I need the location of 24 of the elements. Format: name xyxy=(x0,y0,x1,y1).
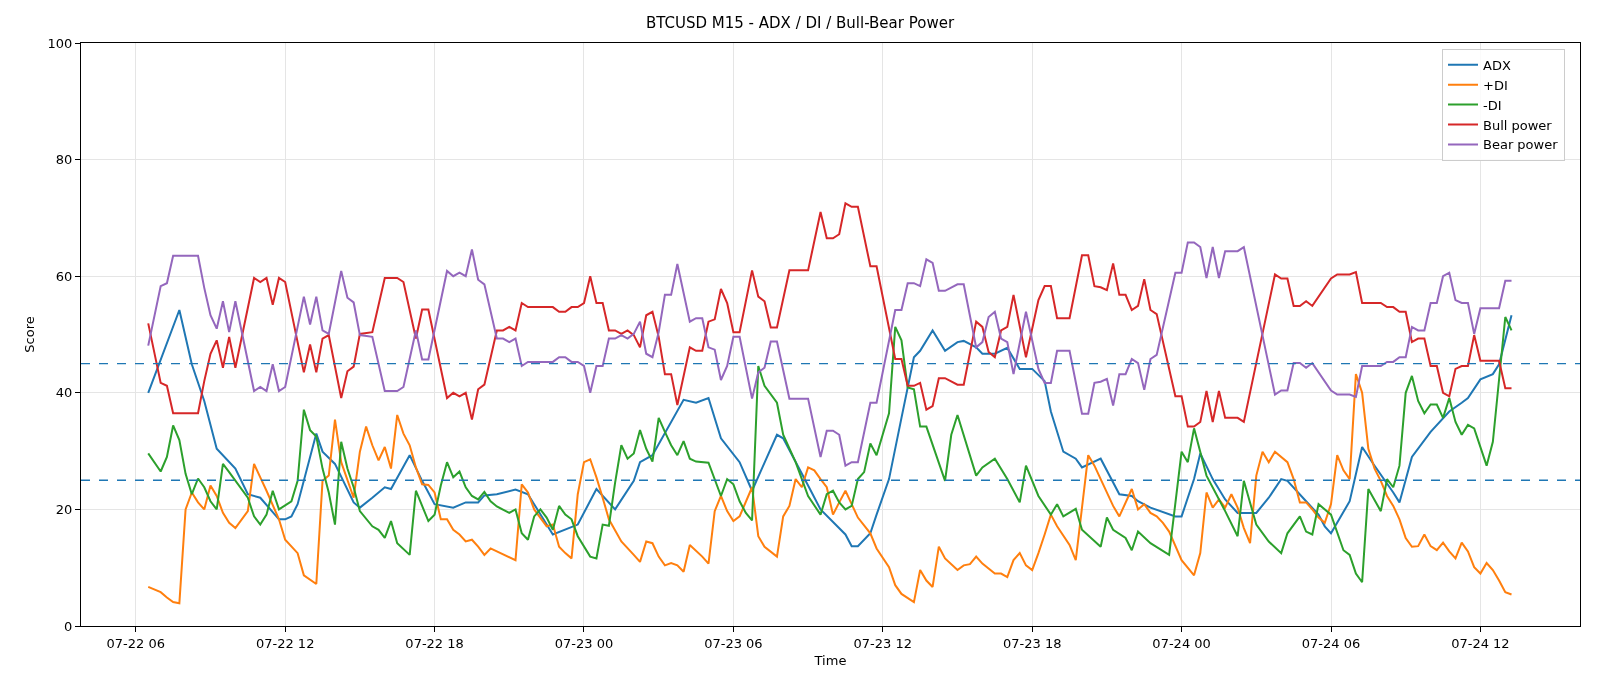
x-tick-label: 07-24 06 xyxy=(1301,635,1361,651)
y-tick-label: 80 xyxy=(55,152,73,168)
x-tick-label: 07-23 12 xyxy=(853,635,913,651)
x-tick-label: 07-22 06 xyxy=(106,635,166,651)
legend-label: -DI xyxy=(1483,97,1502,113)
legend-label: Bull power xyxy=(1483,117,1553,133)
y-tick-label: 0 xyxy=(64,618,73,634)
chart-title: BTCUSD M15 - ADX / DI / Bull-Bear Power xyxy=(645,13,955,32)
x-tick-label: 07-23 06 xyxy=(704,635,763,651)
x-tick-label: 07-24 00 xyxy=(1152,635,1211,651)
x-tick-label: 07-23 00 xyxy=(554,635,614,651)
y-tick-label: 100 xyxy=(47,35,73,51)
y-axis-title: Score xyxy=(21,316,37,353)
x-tick-label: 07-24 12 xyxy=(1451,635,1510,651)
y-tick-label: 40 xyxy=(55,385,73,401)
y-tick-label: 20 xyxy=(55,501,73,517)
y-tick-label: 60 xyxy=(55,268,73,284)
x-tick-label: 07-23 18 xyxy=(1002,635,1062,651)
x-tick-label: 07-22 18 xyxy=(405,635,464,651)
legend-label: Bear power xyxy=(1483,137,1559,153)
x-axis-title: Time xyxy=(813,653,847,669)
legend-label: +DI xyxy=(1483,77,1508,93)
x-tick-label: 07-22 12 xyxy=(255,635,315,651)
legend-label: ADX xyxy=(1483,57,1511,73)
